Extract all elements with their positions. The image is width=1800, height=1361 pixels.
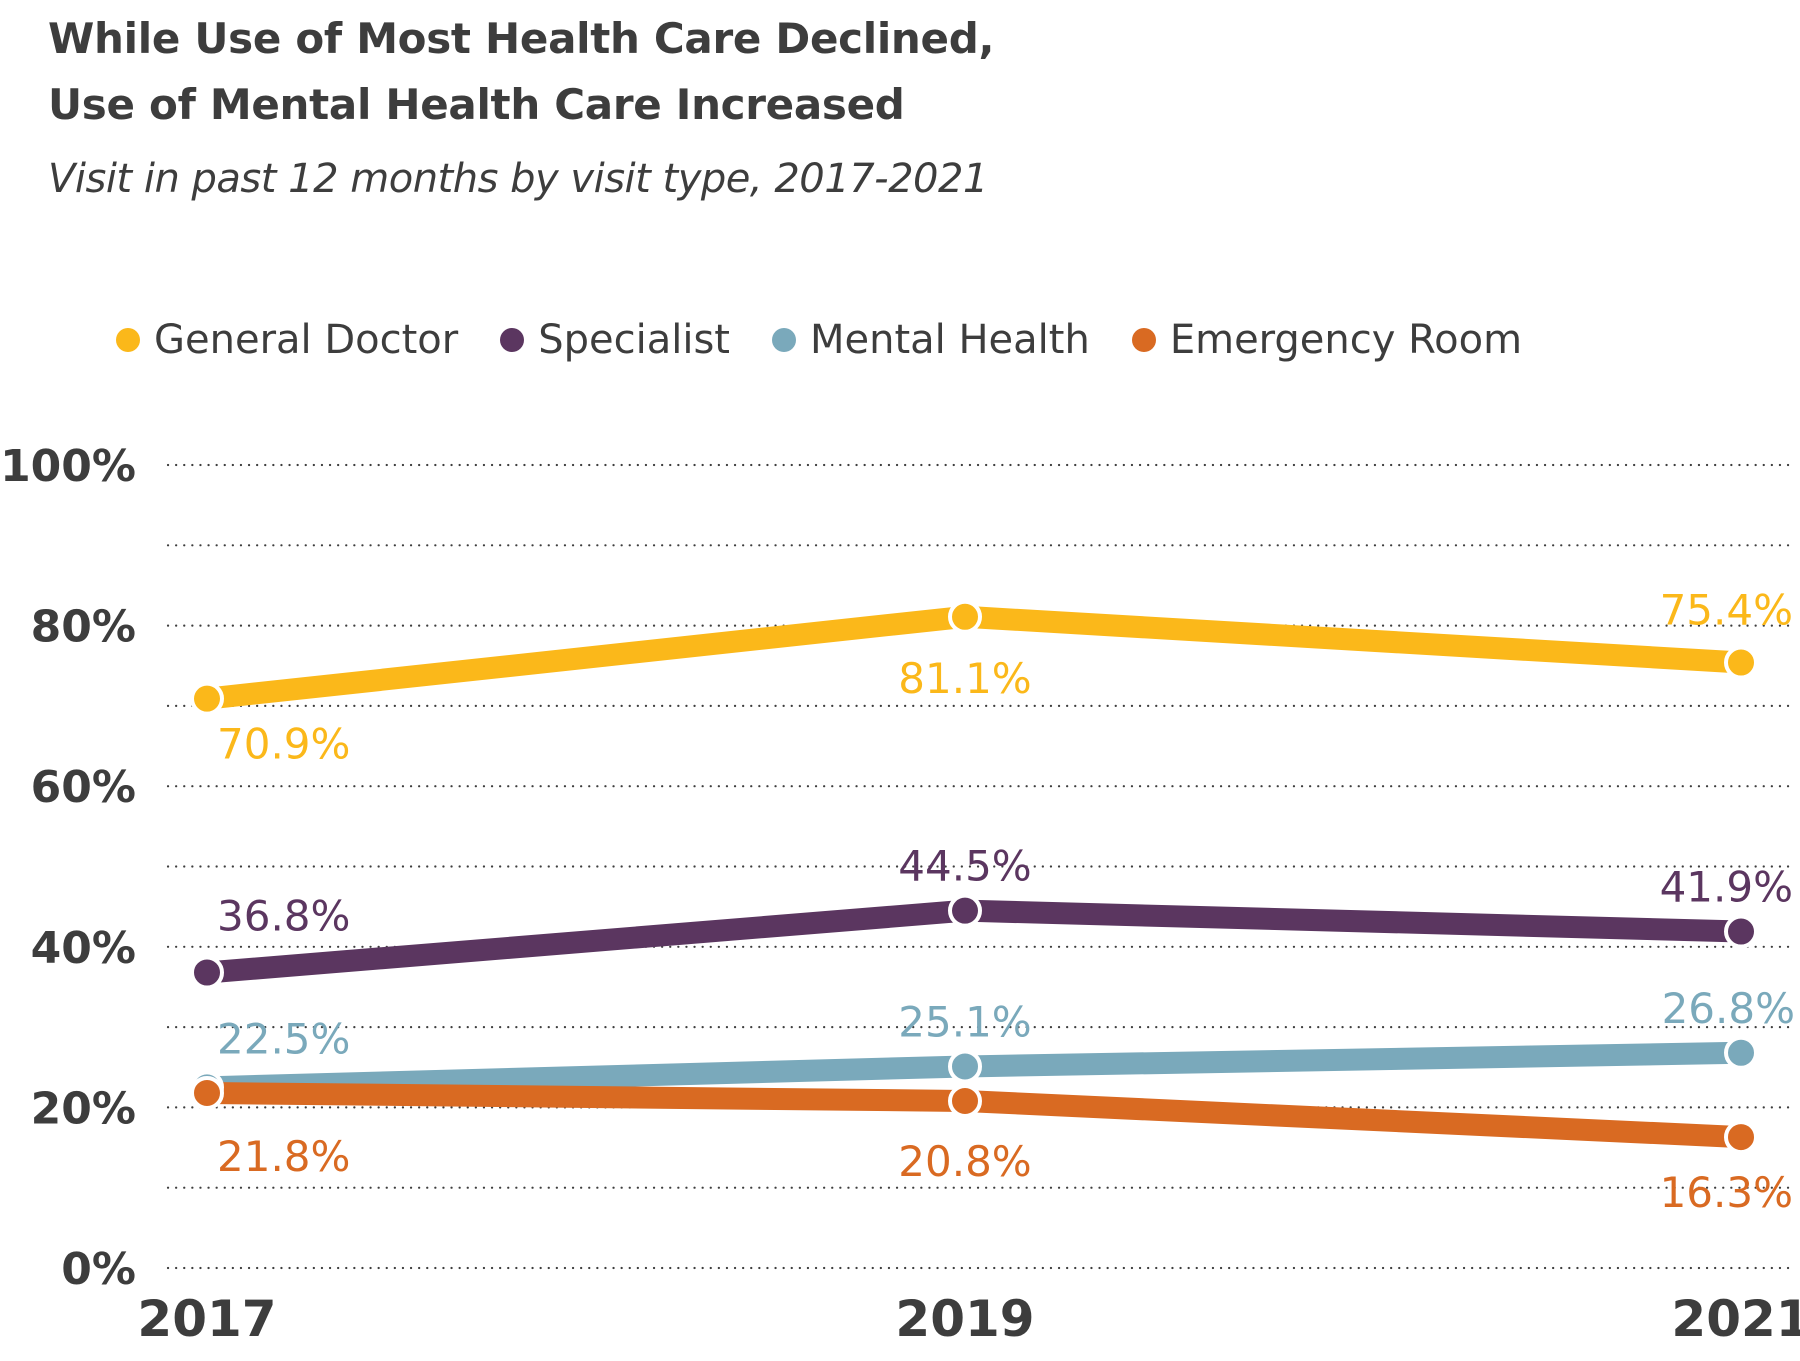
data-point-mental-health xyxy=(948,1049,982,1084)
legend-swatch-mental-health xyxy=(771,328,796,352)
legend-item-mental-health: Mental Health xyxy=(771,317,1090,363)
chart-title-line-1: While Use of Most Health Care Declined, xyxy=(48,14,995,63)
data-label-mental-health: 25.1% xyxy=(898,997,1031,1046)
data-point-mental-health xyxy=(1724,1035,1758,1070)
data-label-specialist: 44.5% xyxy=(898,842,1031,891)
x-tick-label: 2021 xyxy=(1671,1290,1800,1348)
data-point-specialist xyxy=(948,893,982,928)
legend-label-emergency-room: Emergency Room xyxy=(1169,317,1523,363)
data-point-general-doctor xyxy=(948,599,982,634)
data-label-emergency-room: 21.8% xyxy=(217,1132,350,1181)
data-label-mental-health: 22.5% xyxy=(217,1014,350,1063)
legend-item-specialist: Specialist xyxy=(500,317,730,363)
data-label-specialist: 41.9% xyxy=(1660,863,1793,912)
legend-label-specialist: Specialist xyxy=(538,317,730,363)
y-tick-label: 40% xyxy=(31,923,136,974)
y-tick-label: 80% xyxy=(31,602,136,653)
x-tick-label: 2019 xyxy=(895,1290,1034,1348)
legend-label-mental-health: Mental Health xyxy=(809,317,1090,363)
data-point-specialist xyxy=(190,955,224,990)
data-label-emergency-room: 20.8% xyxy=(898,1137,1031,1186)
data-label-emergency-room: 16.3% xyxy=(1660,1168,1793,1217)
y-tick-label: 60% xyxy=(31,762,136,813)
legend-label-general-doctor: General Doctor xyxy=(154,317,459,363)
data-point-emergency-room xyxy=(190,1075,224,1110)
title-block: While Use of Most Health Care Declined, … xyxy=(48,6,1748,204)
data-label-general-doctor: 81.1% xyxy=(898,654,1031,703)
data-point-emergency-room xyxy=(948,1083,982,1118)
chart-subtitle: Visit in past 12 months by visit type, 2… xyxy=(48,156,988,202)
legend-swatch-emergency-room xyxy=(1131,328,1156,352)
y-tick-label: 0% xyxy=(61,1244,136,1295)
data-point-specialist xyxy=(1724,914,1758,949)
data-label-specialist: 36.8% xyxy=(217,891,350,940)
legend-item-general-doctor: General Doctor xyxy=(116,317,458,363)
legend-swatch-specialist xyxy=(500,328,525,352)
data-label-general-doctor: 70.9% xyxy=(217,720,350,769)
x-tick-label: 2017 xyxy=(137,1290,276,1348)
legend-swatch-general-doctor xyxy=(116,328,140,352)
data-label-general-doctor: 75.4% xyxy=(1660,586,1793,635)
data-point-emergency-room xyxy=(1724,1120,1758,1155)
legend-item-emergency-room: Emergency Room xyxy=(1131,317,1523,363)
data-point-general-doctor xyxy=(190,681,224,716)
legend: General Doctor Specialist Mental Health … xyxy=(116,315,1564,365)
data-label-mental-health: 26.8% xyxy=(1662,984,1795,1033)
y-tick-label: 100% xyxy=(0,441,136,492)
data-point-general-doctor xyxy=(1724,645,1758,680)
y-tick-label: 20% xyxy=(31,1083,136,1134)
chart-title-line-2: Use of Mental Health Care Increased xyxy=(48,80,905,129)
